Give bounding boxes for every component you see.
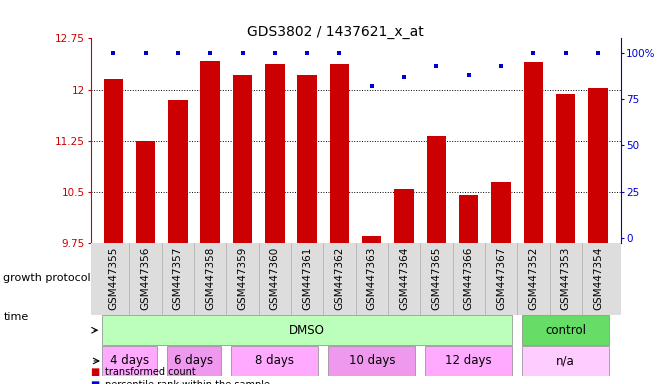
Text: GSM447362: GSM447362 xyxy=(334,247,344,310)
Text: 12 days: 12 days xyxy=(446,354,492,367)
Bar xyxy=(491,182,511,243)
Bar xyxy=(395,189,414,243)
Text: percentile rank within the sample: percentile rank within the sample xyxy=(105,380,270,384)
Text: GSM447356: GSM447356 xyxy=(140,247,150,310)
Bar xyxy=(102,346,157,376)
Point xyxy=(431,63,442,69)
Bar xyxy=(233,74,252,243)
Bar xyxy=(231,346,319,376)
Text: 4 days: 4 days xyxy=(110,354,149,367)
Point xyxy=(560,50,571,56)
Point xyxy=(205,50,215,56)
Text: GSM447357: GSM447357 xyxy=(173,247,183,310)
Text: 8 days: 8 days xyxy=(256,354,295,367)
Bar xyxy=(166,346,221,376)
Text: GSM447366: GSM447366 xyxy=(464,247,474,310)
Bar xyxy=(523,62,543,243)
Bar xyxy=(297,74,317,243)
Text: GSM447365: GSM447365 xyxy=(431,247,442,310)
Text: GSM447361: GSM447361 xyxy=(302,247,312,310)
Bar xyxy=(522,346,609,376)
Text: ■: ■ xyxy=(91,367,100,377)
Point xyxy=(140,50,151,56)
Text: n/a: n/a xyxy=(556,354,575,367)
Text: GDS3802 / 1437621_x_at: GDS3802 / 1437621_x_at xyxy=(247,25,424,39)
Point xyxy=(528,50,539,56)
Text: 10 days: 10 days xyxy=(348,354,395,367)
Point xyxy=(496,63,507,69)
Text: GSM447358: GSM447358 xyxy=(205,247,215,310)
Text: control: control xyxy=(546,324,586,337)
Point xyxy=(366,83,377,89)
Bar xyxy=(556,94,576,243)
Bar xyxy=(425,346,513,376)
Bar xyxy=(168,100,188,243)
Bar xyxy=(362,237,382,243)
Text: GSM447352: GSM447352 xyxy=(528,247,538,310)
Bar xyxy=(265,64,285,243)
Point xyxy=(270,50,280,56)
Bar xyxy=(427,136,446,243)
Bar xyxy=(329,64,349,243)
Point xyxy=(302,50,313,56)
Text: GSM447360: GSM447360 xyxy=(270,247,280,310)
Text: GSM447364: GSM447364 xyxy=(399,247,409,310)
Bar xyxy=(522,316,609,345)
Bar xyxy=(459,195,478,243)
Text: GSM447367: GSM447367 xyxy=(496,247,506,310)
Point xyxy=(237,50,248,56)
Text: time: time xyxy=(3,312,29,322)
Point xyxy=(592,50,603,56)
Bar xyxy=(102,316,513,345)
Text: GSM447359: GSM447359 xyxy=(238,247,248,310)
Point xyxy=(399,74,409,80)
Text: ■: ■ xyxy=(91,380,100,384)
Point xyxy=(172,50,183,56)
Point xyxy=(108,50,119,56)
Text: transformed count: transformed count xyxy=(105,367,196,377)
Bar xyxy=(103,79,123,243)
Text: GSM447363: GSM447363 xyxy=(367,247,377,310)
Bar xyxy=(328,346,415,376)
Point xyxy=(334,50,345,56)
Text: GSM447353: GSM447353 xyxy=(561,247,571,310)
Text: growth protocol: growth protocol xyxy=(3,273,91,283)
Point xyxy=(464,72,474,78)
Text: 6 days: 6 days xyxy=(174,354,213,367)
Bar xyxy=(588,88,608,243)
Bar xyxy=(201,61,220,243)
Bar xyxy=(136,141,155,243)
Text: DMSO: DMSO xyxy=(289,324,325,337)
Text: GSM447354: GSM447354 xyxy=(593,247,603,310)
Text: GSM447355: GSM447355 xyxy=(108,247,118,310)
